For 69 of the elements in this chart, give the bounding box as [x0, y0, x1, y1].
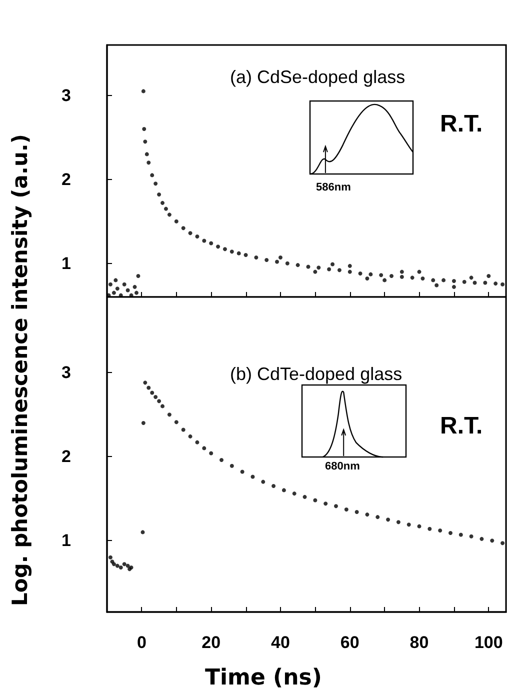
x-tick-label: 40: [271, 633, 290, 652]
point: [490, 538, 494, 543]
point: [480, 536, 484, 541]
point: [209, 451, 214, 456]
point: [126, 564, 130, 568]
x-tick-label: 20: [202, 633, 221, 652]
text: (b) CdTe-doped glass: [230, 364, 402, 384]
y-tick-label: 3: [62, 86, 71, 105]
y-tick-label: 1: [62, 531, 71, 550]
x-tick-label: 0: [136, 633, 146, 652]
annotation: R.T.: [440, 412, 483, 440]
point: [354, 510, 359, 514]
point: [334, 504, 338, 508]
point: [108, 555, 112, 560]
point: [469, 534, 474, 538]
point: [195, 440, 200, 444]
y-tick-label: 1: [62, 254, 71, 273]
point: [261, 480, 266, 484]
point: [230, 464, 234, 468]
point: [202, 446, 206, 450]
point: [118, 565, 123, 570]
point: [428, 526, 432, 531]
point: [344, 508, 348, 512]
y-tick-label: 3: [62, 363, 71, 382]
point: [181, 428, 186, 432]
point: [140, 530, 145, 534]
point: [160, 404, 165, 408]
point: [292, 492, 296, 496]
y-tick-label: 2: [62, 170, 71, 189]
point: [250, 474, 255, 479]
x-tick-label: 60: [340, 633, 360, 652]
point: [386, 518, 390, 522]
x-tick-label: 80: [410, 633, 429, 652]
annotation: R.T.: [440, 110, 483, 138]
point: [396, 520, 400, 524]
point: [376, 515, 380, 520]
y-tick-label: 2: [62, 447, 71, 466]
point: [438, 528, 442, 533]
point: [240, 470, 244, 474]
point: [167, 412, 172, 417]
point: [112, 562, 116, 566]
x-axis-title: Time (ns): [205, 666, 322, 690]
point: [174, 420, 178, 424]
point: [272, 484, 276, 488]
point: [282, 488, 286, 492]
text: (a) CdSe-doped glass: [230, 67, 406, 87]
point: [500, 541, 505, 546]
point: [154, 394, 158, 399]
annotation: 680nm: [325, 460, 360, 472]
point: [406, 522, 411, 527]
point: [220, 458, 224, 462]
point: [115, 564, 120, 568]
point: [188, 434, 192, 438]
point: [324, 502, 328, 506]
point: [122, 562, 126, 566]
point: [365, 512, 370, 517]
y-axis-title: Log. photoluminescence intensity (a.u.): [8, 134, 32, 606]
point: [150, 390, 154, 395]
x-tick-label: 100: [474, 633, 503, 652]
point: [302, 494, 307, 499]
point: [143, 380, 148, 385]
point: [458, 532, 463, 537]
point: [146, 386, 151, 390]
point: [141, 421, 146, 425]
point: [417, 524, 422, 528]
point: [157, 399, 162, 404]
point: [313, 498, 318, 502]
point: [448, 531, 452, 536]
annotation: 586nm: [316, 182, 352, 194]
